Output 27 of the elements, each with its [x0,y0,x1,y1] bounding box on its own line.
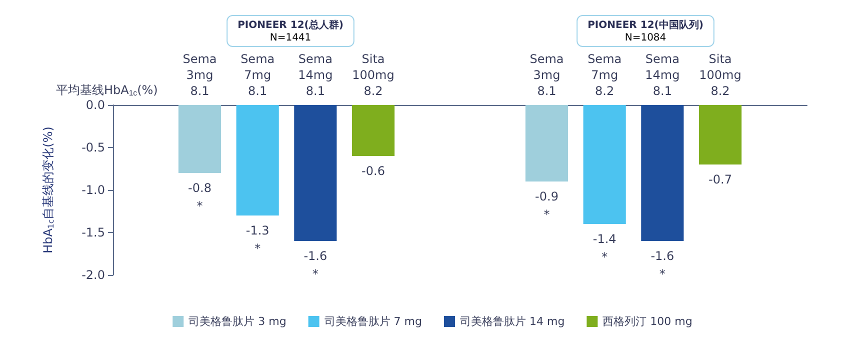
x-tick-label: Sema 7mg 8.2 [588,52,622,98]
data-label: -1.6 * [304,249,328,281]
y-tick-label: -1.5 [82,226,105,240]
x-tick-label: Sita 100mg 8.2 [699,52,742,98]
data-label: -1.6 * [650,249,674,281]
legend-label: 司美格鲁肽片 14 mg [460,315,565,328]
legend-label: 司美格鲁肽片 7 mg [324,315,422,328]
x-tick-label: Sema 3mg 8.1 [182,52,217,98]
data-label: -1.4 * [592,232,616,264]
text: PIONEER 12(中国队列) N=1084 [588,19,704,44]
y-tick-label: -1.0 [82,183,105,197]
text: PIONEER 12(总人群) N=1441 [238,19,344,44]
y-tick-label: 0.0 [86,98,105,112]
y-tick-label: -0.5 [82,140,105,154]
data-label: -1.3 * [246,224,270,256]
x-tick-label: Sita 100mg 8.2 [352,52,394,98]
data-label: -0.8 * [188,181,212,213]
data-label: -0.9 * [535,190,558,222]
x-tick-label: Sema 14mg 8.1 [645,52,680,98]
data-label: -0.7 [708,172,732,186]
data-label: -0.6 [362,164,385,178]
y-tick-label: -2.0 [82,268,105,282]
legend-label: 司美格鲁肽片 3 mg [188,315,286,328]
x-tick-label: Sema 3mg 8.1 [530,52,564,98]
x-tick-label: Sema 7mg 8.1 [240,52,275,98]
x-tick-label: Sema 14mg 8.1 [298,52,333,98]
legend-label: 西格列汀 100 mg [602,315,692,328]
